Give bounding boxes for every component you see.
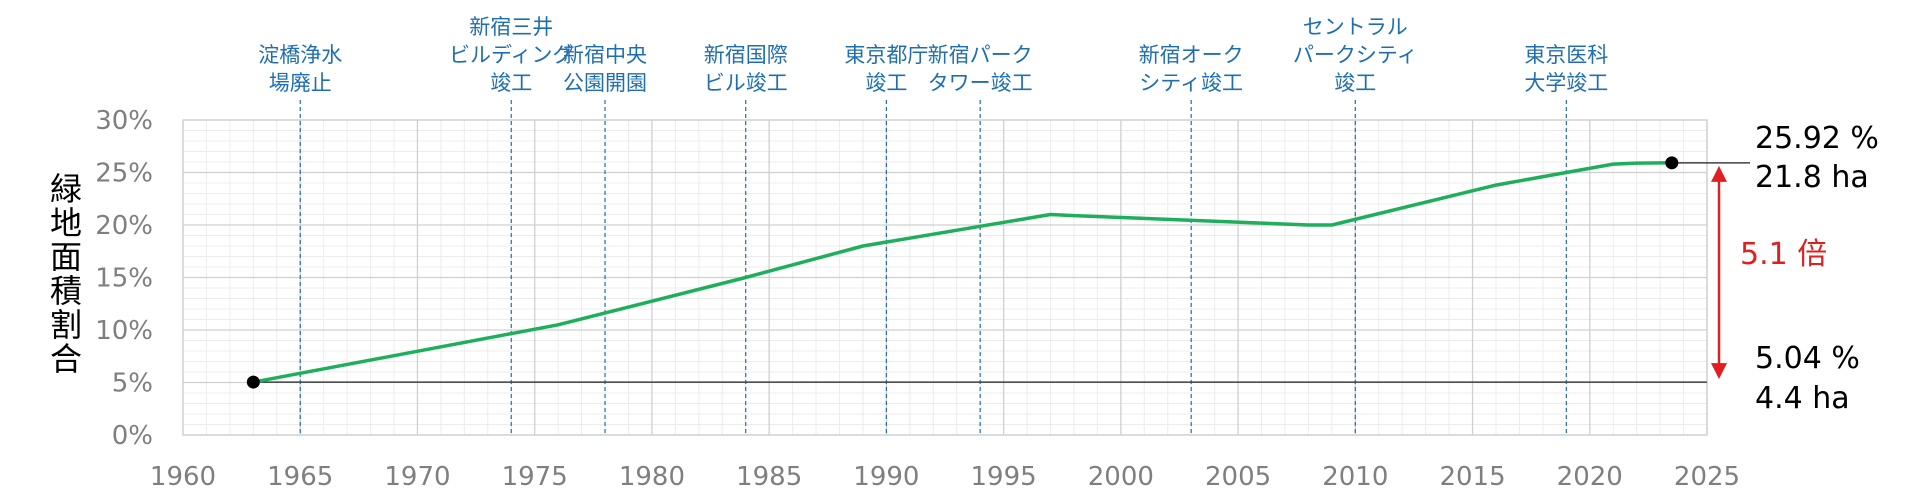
x-tick-label: 1980 <box>619 462 685 492</box>
series-line-green-area <box>252 161 1672 384</box>
x-tick-label: 1975 <box>502 462 568 492</box>
event-label-line: 東京都庁 <box>844 43 928 67</box>
start-area-label: 4.4 ha <box>1755 381 1850 416</box>
event-label-line: パークシティ <box>1293 43 1418 67</box>
end-point-dot <box>1665 156 1679 170</box>
event-label-line: 新宿三井 <box>469 15 553 39</box>
growth-arrow <box>1711 165 1727 380</box>
y-tick-label: 25% <box>95 159 153 189</box>
x-tick-label: 2025 <box>1674 462 1740 492</box>
event-label-line: 淀橋浄水 <box>258 43 342 67</box>
y-tick-label: 10% <box>95 316 153 346</box>
x-tick-label: 2020 <box>1557 462 1623 492</box>
event-label-line: ビル竣工 <box>704 71 788 95</box>
x-tick-label: 1985 <box>736 462 802 492</box>
y-axis-ticks: 0% 5% 10% 15% 20% 25% 30% <box>95 106 153 451</box>
y-tick-label: 15% <box>95 264 153 294</box>
event-label-line: ビルディング <box>449 43 574 67</box>
x-tick-label: 1970 <box>384 462 450 492</box>
start-point-dot <box>246 375 260 389</box>
arrow-head-down <box>1711 363 1727 380</box>
x-tick-label: 1995 <box>971 462 1037 492</box>
y-tick-label: 0% <box>112 421 153 451</box>
x-tick-label: 2010 <box>1322 462 1388 492</box>
major-grid <box>182 119 1708 436</box>
x-tick-label: 2015 <box>1439 462 1505 492</box>
event-labels: 淀橋浄水場廃止新宿三井ビルディング竣工新宿中央公園開園新宿国際ビル竣工東京都庁竣… <box>258 15 1608 95</box>
event-label-line: 新宿国際 <box>704 43 788 67</box>
y-axis-label: 緑地面積割合 <box>50 170 82 378</box>
growth-ratio-label: 5.1 倍 <box>1740 237 1827 272</box>
event-label-line: シティ竣工 <box>1139 71 1243 95</box>
arrow-head-up <box>1711 165 1727 182</box>
event-label-line: 場廃止 <box>269 71 332 95</box>
event-label-line: セントラル <box>1303 15 1408 39</box>
event-label-line: 竣工 <box>865 71 907 95</box>
event-label-line: 東京医科 <box>1524 43 1608 67</box>
x-tick-label: 2000 <box>1088 462 1154 492</box>
end-percentage-label: 25.92 % <box>1755 121 1879 156</box>
y-tick-label: 20% <box>95 211 153 241</box>
event-label-line: 竣工 <box>1334 71 1376 95</box>
x-tick-label: 1990 <box>853 462 919 492</box>
y-tick-label: 5% <box>112 369 153 399</box>
reference-lines <box>253 162 1750 383</box>
event-label-line: 竣工 <box>490 71 532 95</box>
endpoint-markers <box>246 156 1679 389</box>
plot-area-frame <box>182 119 1708 436</box>
event-label-line: タワー竣工 <box>928 71 1033 95</box>
start-percentage-label: 5.04 % <box>1755 341 1860 376</box>
x-tick-label: 1965 <box>267 462 333 492</box>
end-area-label: 21.8 ha <box>1755 160 1869 195</box>
x-tick-label: 1960 <box>150 462 216 492</box>
endpoint-annotations: 25.92 % 21.8 ha 5.04 % 4.4 ha 5.1 倍 <box>1740 121 1879 416</box>
event-label-line: 新宿オーク <box>1139 43 1244 67</box>
event-label-line: 大学竣工 <box>1524 71 1608 95</box>
event-label-line: 新宿中央 <box>563 43 647 67</box>
x-axis-ticks: 1960 1965 1970 1975 1980 1985 1990 1995 2000 2005… <box>150 462 1740 492</box>
y-tick-label: 30% <box>95 106 153 136</box>
event-label-line: 公園開園 <box>563 71 647 95</box>
event-label-line: 新宿パーク <box>928 43 1033 67</box>
x-tick-label: 2005 <box>1205 462 1271 492</box>
